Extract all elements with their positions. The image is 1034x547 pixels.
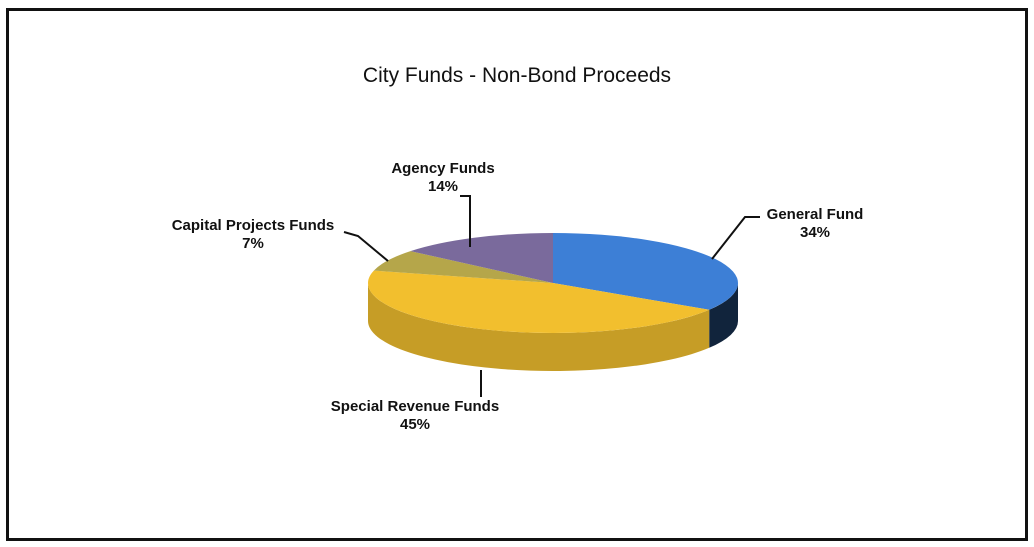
chart-title: City Funds - Non-Bond Proceeds — [362, 64, 672, 87]
pie-slice-agency-funds — [410, 233, 553, 283]
slice-label-capital-projects-funds: Capital Projects Funds — [172, 217, 335, 234]
pie-slices — [367, 233, 739, 334]
leader-line-agency-funds — [460, 195, 471, 247]
slice-value-general-fund: 34% — [800, 224, 830, 241]
slice-label-special-revenue-funds: Special Revenue Funds — [331, 398, 499, 415]
pie-slice-capital-projects-funds — [373, 251, 553, 283]
slice-value-capital-projects-funds: 7% — [242, 235, 264, 252]
pie-side-special-revenue-funds — [368, 283, 710, 371]
pie-slice-general-fund — [553, 233, 739, 310]
slice-value-special-revenue-funds: 45% — [400, 416, 430, 433]
pie-sides — [368, 283, 738, 371]
leader-line-general-fund — [711, 216, 760, 260]
leader-line-capital-projects-funds — [343, 231, 389, 262]
slice-label-general-fund: General Fund — [767, 206, 864, 223]
pie-side-general-fund — [709, 283, 738, 348]
leader-lines — [343, 195, 760, 397]
slice-value-agency-funds: 14% — [428, 178, 458, 195]
slice-label-agency-funds: Agency Funds — [391, 160, 494, 177]
pie-slice-special-revenue-funds — [367, 270, 710, 334]
